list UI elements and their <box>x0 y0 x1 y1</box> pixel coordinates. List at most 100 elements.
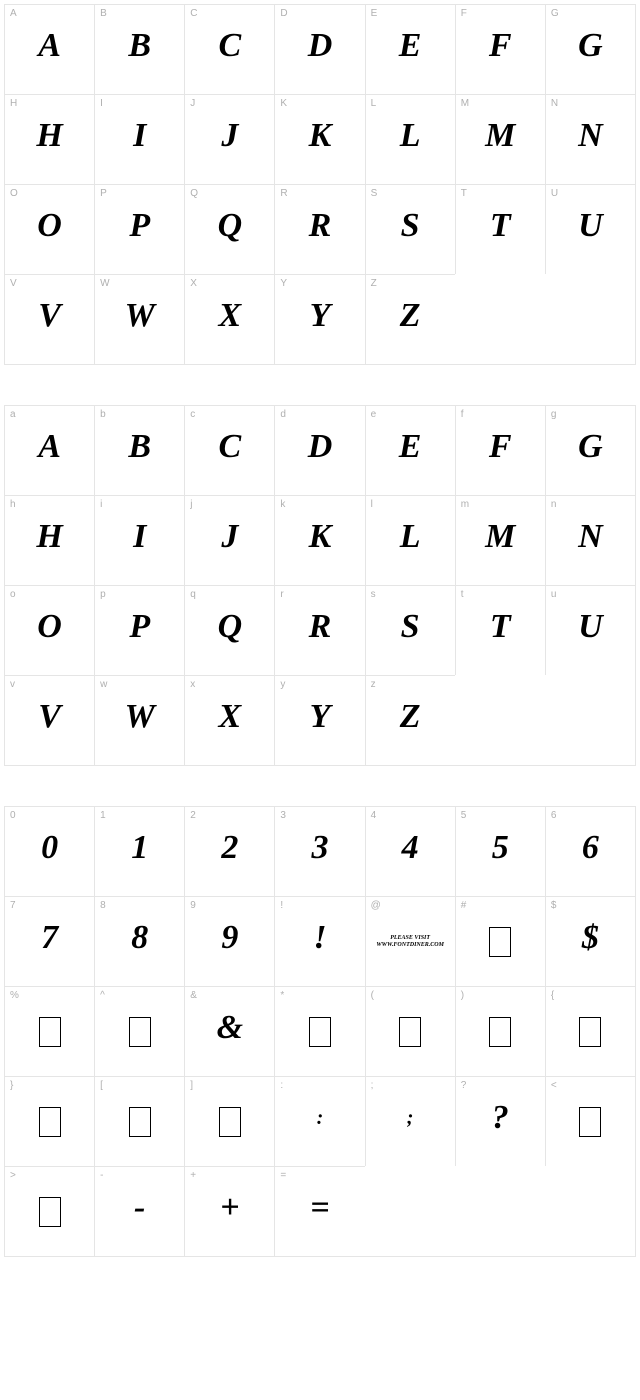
glyph: M <box>485 520 515 562</box>
cell-label: ? <box>461 1080 467 1091</box>
glyph: M <box>485 119 515 161</box>
cell-label: b <box>100 409 106 420</box>
section-uppercase: AABBCCDDEEFFGGHHIIJJKKLLMMNNOOPPQQRRSSTT… <box>4 4 636 365</box>
cell-label: T <box>461 188 467 199</box>
glyph-cell: # <box>455 896 545 986</box>
glyph-cell: :: <box>274 1076 364 1166</box>
section-numbers-symbols: 00112233445566778899!!@PLEASE VISIT WWW.… <box>4 806 636 1257</box>
glyph-cell: ++ <box>184 1166 274 1256</box>
cell-label: t <box>461 589 464 600</box>
glyph: 6 <box>582 831 599 873</box>
glyph: = <box>310 1191 329 1233</box>
glyph-cell: > <box>4 1166 94 1256</box>
glyph-cell: sS <box>365 585 455 675</box>
cell-label: 5 <box>461 810 467 821</box>
glyph: U <box>578 209 603 251</box>
glyph: - <box>134 1191 145 1233</box>
cell-label: z <box>371 679 376 690</box>
glyph-cell: ;; <box>365 1076 455 1166</box>
missing-glyph-box <box>309 1017 331 1047</box>
cell-label: 0 <box>10 810 16 821</box>
cell-label: i <box>100 499 102 510</box>
glyph: H <box>36 119 62 161</box>
glyph: 0 <box>41 831 58 873</box>
glyph: W <box>125 700 155 742</box>
glyph-cell: PP <box>94 184 184 274</box>
glyph: E <box>399 29 422 71</box>
glyph-cell: yY <box>274 675 364 765</box>
glyph-cell: hH <box>4 495 94 585</box>
glyph: 2 <box>221 831 238 873</box>
glyph: G <box>578 430 603 472</box>
glyph-cell: 99 <box>184 896 274 986</box>
cell-label: I <box>100 98 103 109</box>
glyph: + <box>220 1191 239 1233</box>
glyph-cell: EE <box>365 4 455 94</box>
glyph-grid: AABBCCDDEEFFGGHHIIJJKKLLMMNNOOPPQQRRSSTT… <box>4 4 636 365</box>
glyph: N <box>578 520 603 562</box>
cell-label: L <box>371 98 377 109</box>
glyph-cell: && <box>184 986 274 1076</box>
glyph-cell: jJ <box>184 495 274 585</box>
glyph-cell: TT <box>455 184 545 274</box>
glyph-cell: RR <box>274 184 364 274</box>
glyph: E <box>399 430 422 472</box>
cell-label: P <box>100 188 107 199</box>
glyph-cell: zZ <box>365 675 455 765</box>
missing-glyph-box <box>39 1197 61 1227</box>
glyph: R <box>309 209 332 251</box>
glyph-cell: JJ <box>184 94 274 184</box>
empty-cell <box>365 1166 455 1256</box>
glyph-cell: 22 <box>184 806 274 896</box>
glyph-cell: [ <box>94 1076 184 1166</box>
glyph-cell: 66 <box>545 806 635 896</box>
cell-label: p <box>100 589 106 600</box>
glyph: X <box>219 700 242 742</box>
glyph-cell: bB <box>94 405 184 495</box>
cell-label: Z <box>371 278 377 289</box>
cell-label: g <box>551 409 557 420</box>
cell-label: r <box>280 589 283 600</box>
glyph: V <box>38 299 61 341</box>
cell-label: h <box>10 499 16 510</box>
cell-label: m <box>461 499 469 510</box>
glyph-cell: dD <box>274 405 364 495</box>
glyph: S <box>401 610 420 652</box>
cell-label: 7 <box>10 900 16 911</box>
cell-label: c <box>190 409 195 420</box>
glyph-cell: KK <box>274 94 364 184</box>
cell-label: ! <box>280 900 283 911</box>
empty-cell <box>545 675 635 765</box>
cell-label: { <box>551 990 554 1001</box>
glyph-cell: cC <box>184 405 274 495</box>
glyph-cell: 33 <box>274 806 364 896</box>
missing-glyph-box <box>579 1017 601 1047</box>
cell-label: > <box>10 1170 16 1181</box>
empty-cell <box>545 274 635 364</box>
glyph: I <box>133 520 146 562</box>
cell-label: v <box>10 679 15 690</box>
glyph: 1 <box>131 831 148 873</box>
glyph-text: PLEASE VISIT WWW.FONTDINER.COM <box>366 935 455 948</box>
glyph: C <box>219 29 242 71</box>
glyph-cell: GG <box>545 4 635 94</box>
cell-label: B <box>100 8 107 19</box>
glyph-cell: YY <box>274 274 364 364</box>
cell-label: 3 <box>280 810 286 821</box>
glyph-cell: FF <box>455 4 545 94</box>
cell-label: W <box>100 278 109 289</box>
missing-glyph-box <box>39 1017 61 1047</box>
glyph: : <box>317 1108 324 1136</box>
cell-label: G <box>551 8 559 19</box>
glyph: 3 <box>311 831 328 873</box>
cell-label: % <box>10 990 19 1001</box>
cell-label: j <box>190 499 192 510</box>
cell-label: - <box>100 1170 103 1181</box>
missing-glyph-box <box>129 1017 151 1047</box>
cell-label: q <box>190 589 196 600</box>
cell-label: & <box>190 990 197 1001</box>
cell-label: e <box>371 409 377 420</box>
glyph-cell: ] <box>184 1076 274 1166</box>
cell-label: + <box>190 1170 196 1181</box>
glyph-cell: II <box>94 94 184 184</box>
